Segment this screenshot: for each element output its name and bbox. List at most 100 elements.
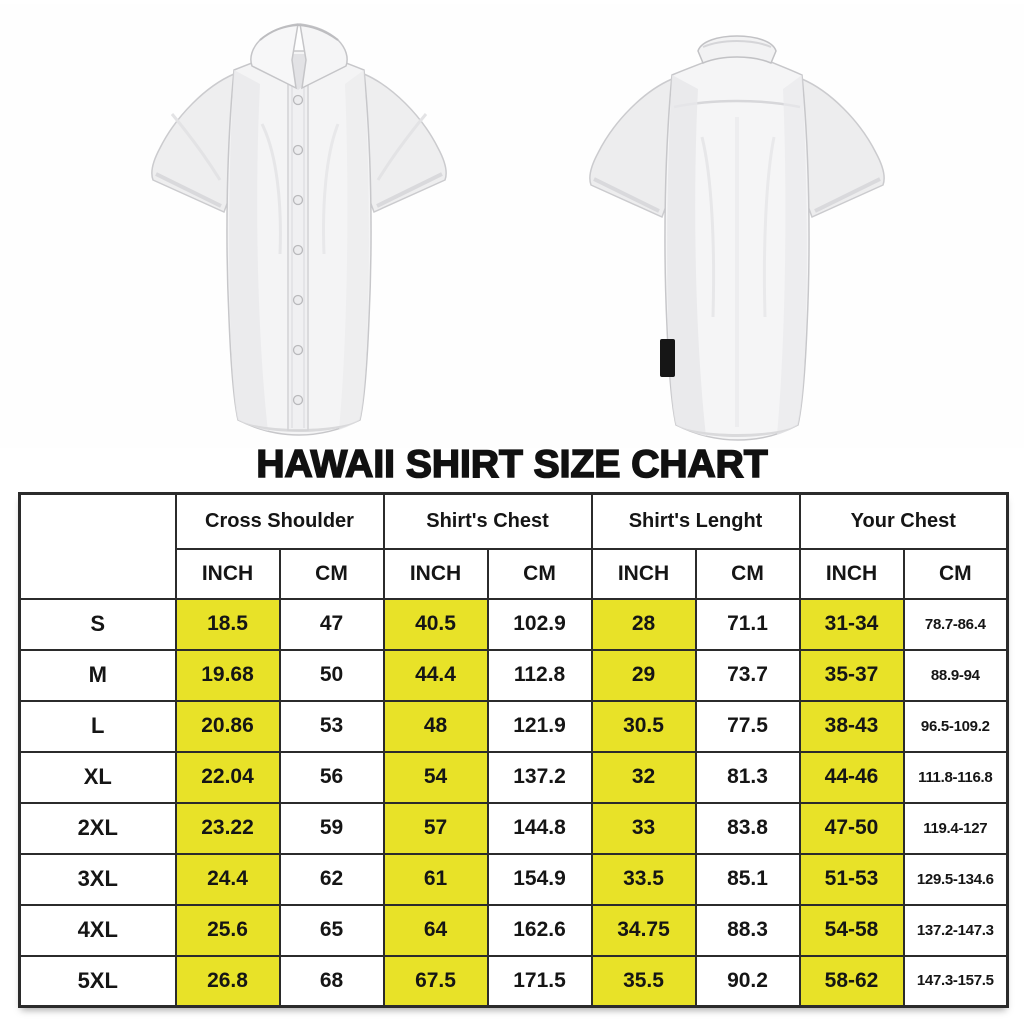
size-table-body: S 18.5 47 40.5 102.9 28 71.1 31-34 78.7-86.4 M 19.… bbox=[18, 597, 1009, 1008]
value-cell: 48 bbox=[382, 699, 489, 753]
value-cell: 67.5 bbox=[382, 954, 489, 1008]
value-cell: 90.2 bbox=[694, 954, 801, 1008]
unit-header-inch: INCH bbox=[798, 547, 905, 600]
value-cell: 129.5-134.6 bbox=[902, 852, 1009, 906]
value-cell: 54-58 bbox=[798, 903, 905, 957]
table-row: M 19.68 50 44.4 112.8 29 73.7 35-37 88.9-94 bbox=[18, 648, 1009, 702]
value-cell: 88.3 bbox=[694, 903, 801, 957]
shirt-front-image bbox=[151, 23, 447, 436]
value-cell: 137.2 bbox=[486, 750, 593, 804]
unit-header-cm: CM bbox=[902, 547, 1009, 600]
value-cell: 59 bbox=[278, 801, 385, 855]
value-cell: 25.6 bbox=[174, 903, 281, 957]
value-cell: 65 bbox=[278, 903, 385, 957]
value-cell: 28 bbox=[590, 597, 697, 651]
size-label: 2XL bbox=[18, 801, 177, 855]
value-cell: 34.75 bbox=[590, 903, 697, 957]
value-cell: 44.4 bbox=[382, 648, 489, 702]
table-row: 4XL 25.6 65 64 162.6 34.75 88.3 54-58 137.2-147.… bbox=[18, 903, 1009, 957]
value-cell: 112.8 bbox=[486, 648, 593, 702]
unit-header-cm: CM bbox=[694, 547, 801, 600]
unit-header-row: INCH CM INCH CM INCH CM INCH CM bbox=[20, 547, 1009, 600]
value-cell: 47-50 bbox=[798, 801, 905, 855]
table-row: 5XL 26.8 68 67.5 171.5 35.5 90.2 58-62 147.3-157… bbox=[18, 954, 1009, 1008]
value-cell: 47 bbox=[278, 597, 385, 651]
value-cell: 144.8 bbox=[486, 801, 593, 855]
value-cell: 44-46 bbox=[798, 750, 905, 804]
value-cell: 26.8 bbox=[174, 954, 281, 1008]
value-cell: 53 bbox=[278, 699, 385, 753]
col-group-shirts-lenght: Shirt's Lenght bbox=[590, 492, 801, 550]
value-cell: 88.9-94 bbox=[902, 648, 1009, 702]
value-cell: 162.6 bbox=[486, 903, 593, 957]
value-cell: 23.22 bbox=[174, 801, 281, 855]
unit-header-inch: INCH bbox=[174, 547, 281, 600]
value-cell: 154.9 bbox=[486, 852, 593, 906]
shirt-images bbox=[0, 4, 1024, 448]
value-cell: 40.5 bbox=[382, 597, 489, 651]
value-cell: 68 bbox=[278, 954, 385, 1008]
size-chart-table: Cross Shoulder Shirt's Chest Shirt's Len… bbox=[18, 492, 1010, 1008]
value-cell: 35.5 bbox=[590, 954, 697, 1008]
value-cell: 96.5-109.2 bbox=[902, 699, 1009, 753]
col-group-cross-shoulder: Cross Shoulder bbox=[174, 492, 385, 550]
table-row: 2XL 23.22 59 57 144.8 33 83.8 47-50 119.4-127 bbox=[18, 801, 1009, 855]
table-row: 3XL 24.4 62 61 154.9 33.5 85.1 51-53 129.5-134.6 bbox=[18, 852, 1009, 906]
value-cell: 30.5 bbox=[590, 699, 697, 753]
size-label: M bbox=[18, 648, 177, 702]
unit-header-cm: CM bbox=[278, 547, 385, 600]
value-cell: 38-43 bbox=[798, 699, 905, 753]
value-cell: 102.9 bbox=[486, 597, 593, 651]
value-cell: 31-34 bbox=[798, 597, 905, 651]
value-cell: 85.1 bbox=[694, 852, 801, 906]
value-cell: 29 bbox=[590, 648, 697, 702]
value-cell: 147.3-157.5 bbox=[902, 954, 1009, 1008]
value-cell: 137.2-147.3 bbox=[902, 903, 1009, 957]
value-cell: 61 bbox=[382, 852, 489, 906]
value-cell: 111.8-116.8 bbox=[902, 750, 1009, 804]
value-cell: 62 bbox=[278, 852, 385, 906]
value-cell: 51-53 bbox=[798, 852, 905, 906]
group-header-row: Cross Shoulder Shirt's Chest Shirt's Len… bbox=[18, 492, 1009, 600]
value-cell: 171.5 bbox=[486, 954, 593, 1008]
table-row: XL 22.04 56 54 137.2 32 81.3 44-46 111.8-116.8 bbox=[18, 750, 1009, 804]
value-cell: 77.5 bbox=[694, 699, 801, 753]
unit-header-inch: INCH bbox=[382, 547, 489, 600]
size-label: XL bbox=[18, 750, 177, 804]
value-cell: 73.7 bbox=[694, 648, 801, 702]
unit-header-inch: INCH bbox=[590, 547, 697, 600]
value-cell: 50 bbox=[278, 648, 385, 702]
value-cell: 32 bbox=[590, 750, 697, 804]
value-cell: 78.7-86.4 bbox=[902, 597, 1009, 651]
value-cell: 54 bbox=[382, 750, 489, 804]
value-cell: 33.5 bbox=[590, 852, 697, 906]
value-cell: 57 bbox=[382, 801, 489, 855]
value-cell: 64 bbox=[382, 903, 489, 957]
value-cell: 33 bbox=[590, 801, 697, 855]
size-label: L bbox=[18, 699, 177, 753]
value-cell: 24.4 bbox=[174, 852, 281, 906]
table-row: L 20.86 53 48 121.9 30.5 77.5 38-43 96.5-109.2 bbox=[18, 699, 1009, 753]
value-cell: 20.86 bbox=[174, 699, 281, 753]
unit-header-cm: CM bbox=[486, 547, 593, 600]
value-cell: 58-62 bbox=[798, 954, 905, 1008]
value-cell: 18.5 bbox=[174, 597, 281, 651]
page-title: HAWAII SHIRT SIZE CHART bbox=[256, 442, 769, 486]
shirt-back-image bbox=[589, 35, 885, 441]
value-cell: 71.1 bbox=[694, 597, 801, 651]
value-cell: 81.3 bbox=[694, 750, 801, 804]
value-cell: 19.68 bbox=[174, 648, 281, 702]
col-group-your-chest: Your Chest bbox=[798, 492, 1009, 550]
shirt-hem-tag bbox=[660, 339, 675, 377]
size-label: 3XL bbox=[18, 852, 177, 906]
value-cell: 35-37 bbox=[798, 648, 905, 702]
size-label: 4XL bbox=[18, 903, 177, 957]
col-group-shirts-chest: Shirt's Chest bbox=[382, 492, 593, 550]
size-label: 5XL bbox=[18, 954, 177, 1008]
table-row: S 18.5 47 40.5 102.9 28 71.1 31-34 78.7-86.4 bbox=[18, 597, 1009, 651]
value-cell: 121.9 bbox=[486, 699, 593, 753]
corner-cell bbox=[18, 492, 177, 600]
value-cell: 119.4-127 bbox=[902, 801, 1009, 855]
size-label: S bbox=[18, 597, 177, 651]
